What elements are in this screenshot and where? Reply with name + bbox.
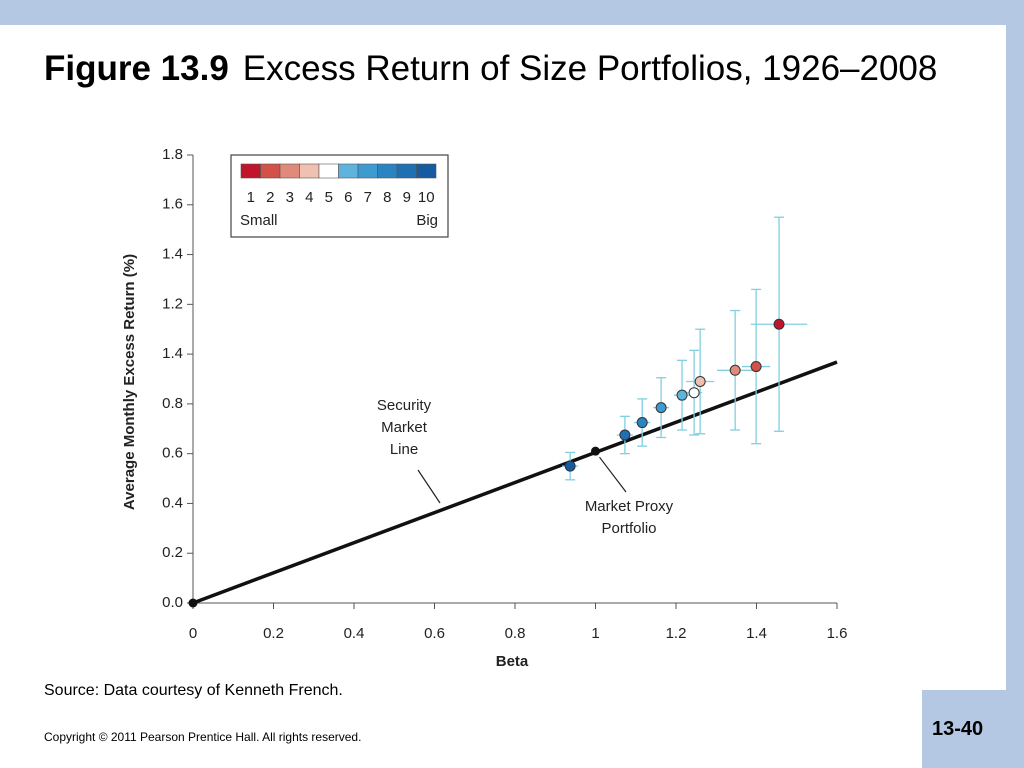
- top-bar: [0, 0, 1024, 25]
- market-label: Market Proxy: [585, 498, 674, 515]
- x-tick-label: 1.4: [746, 625, 767, 642]
- origin-point: [188, 598, 198, 608]
- legend-swatch: [299, 163, 320, 179]
- portfolio-point: [750, 361, 762, 373]
- y-tick-label: 1.4: [162, 246, 183, 263]
- legend-label: 5: [325, 189, 333, 206]
- sml-label: Market: [381, 419, 428, 436]
- x-tick-label: 1.6: [827, 625, 848, 642]
- copyright: Copyright © 2011 Pearson Prentice Hall. …: [44, 730, 362, 744]
- legend-label: 3: [286, 189, 294, 206]
- title-text: Excess Return of Size Portfolios, 1926–2…: [242, 49, 938, 88]
- x-tick-label: 1: [591, 625, 599, 642]
- y-tick-label: 0.2: [162, 544, 183, 561]
- legend-label: 1: [247, 189, 255, 206]
- y-tick-label: 1.4: [162, 345, 183, 362]
- title: Figure 13.9 Excess Return of Size Portfol…: [44, 46, 994, 92]
- legend-swatch: [260, 163, 281, 179]
- page-box: [922, 690, 1024, 768]
- legend-swatch: [416, 163, 437, 179]
- portfolio-point: [636, 417, 648, 429]
- portfolio-point: [694, 375, 706, 387]
- source: Source: Data courtesy of Kenneth French.: [44, 682, 343, 699]
- sml-label: Line: [390, 441, 418, 458]
- x-axis-label: Beta: [496, 653, 529, 670]
- y-tick-label: 0.4: [162, 494, 183, 511]
- legend-swatch: [338, 163, 359, 179]
- legend-label: 9: [403, 189, 411, 206]
- legend-label: 4: [305, 189, 313, 206]
- legend-swatch: [357, 163, 378, 179]
- market-proxy-point: [591, 446, 600, 456]
- chart: 0.0 0.2 0.4 0.6 0.8 1.4 1.2 1.4 1.6 1.8 0 0.2 0.4 0.6…: [121, 146, 848, 670]
- sml-label: Security: [377, 397, 432, 414]
- x-tick-label: 0.8: [505, 625, 526, 642]
- right-bar: [1006, 0, 1024, 768]
- x-tick-label: 0.4: [344, 625, 365, 642]
- legend-swatch: [279, 163, 300, 179]
- legend-swatch: [396, 163, 417, 179]
- y-axis-label: Average Monthly Excess Return (%): [121, 254, 138, 510]
- market-label: Portfolio: [601, 520, 656, 537]
- portfolio-point: [676, 389, 688, 401]
- portfolio-point: [619, 429, 631, 441]
- x-tick-label: 0.2: [263, 625, 284, 642]
- page-number: 13-40: [932, 718, 984, 740]
- legend-label: 10: [418, 189, 435, 206]
- legend-swatch: [377, 163, 398, 179]
- x-tick-label: 0.6: [424, 625, 445, 642]
- legend-label: 6: [344, 189, 352, 206]
- portfolio-point: [564, 460, 576, 472]
- sml-leader: [417, 469, 441, 504]
- legend-left: Small: [240, 212, 278, 229]
- y-tick-label: 0.8: [162, 395, 183, 412]
- legend-right: Big: [416, 212, 438, 229]
- x-tick-label: 0: [189, 625, 197, 642]
- portfolio-point: [655, 402, 667, 414]
- title-bold: Figure 13.9: [44, 49, 229, 88]
- x-tick-label: 1.2: [666, 625, 687, 642]
- market-leader: [599, 456, 627, 493]
- legend-swatch: [318, 163, 339, 179]
- legend-label: 7: [364, 189, 372, 206]
- security-market-line: [192, 360, 838, 605]
- portfolio-point: [773, 318, 785, 330]
- y-tick-label: 0.0: [162, 594, 183, 611]
- y-tick-label: 1.2: [162, 295, 183, 312]
- portfolio-point: [729, 364, 741, 376]
- y-tick-label: 0.6: [162, 445, 183, 462]
- portfolio-point: [688, 387, 700, 399]
- y-tick-label: 1.8: [162, 146, 183, 163]
- y-tick-label: 1.6: [162, 196, 183, 213]
- legend-label: 2: [266, 189, 274, 206]
- legend-label: 8: [383, 189, 391, 206]
- legend-swatch: [240, 163, 261, 179]
